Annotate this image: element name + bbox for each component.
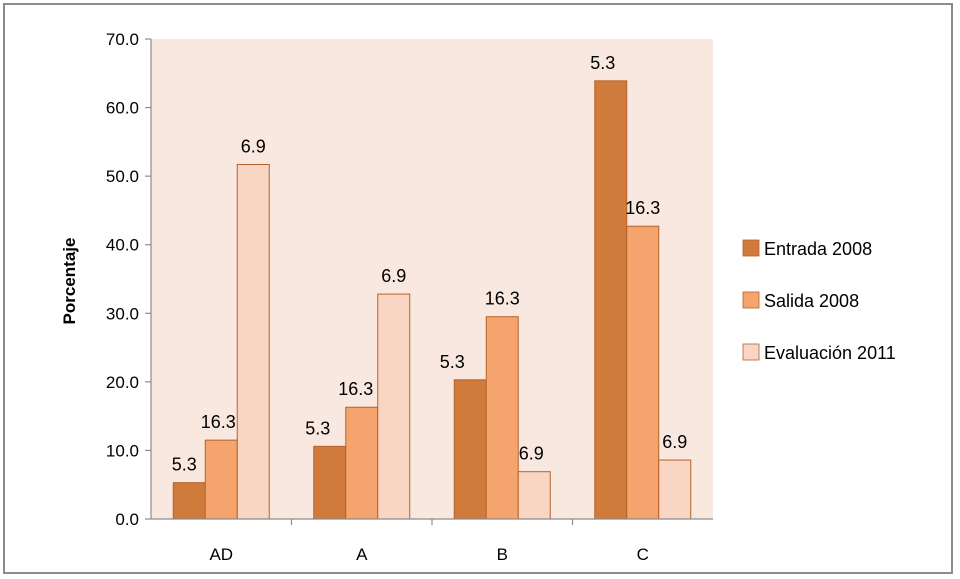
bar-ad-series-2 (204, 439, 238, 520)
x-tick-label: AD (209, 545, 233, 564)
tick-labels-group: 0.0 10.0 20.0 30.0 40.0 50.0 60.0 70.0 AD A B C (106, 30, 649, 564)
bar-ad-series-3 (236, 163, 270, 520)
y-axis-label: Porcentaje (60, 238, 79, 325)
legend-swatch (742, 239, 760, 257)
bar-b-series-2 (485, 316, 519, 520)
y-tick-label: 60.0 (106, 99, 139, 118)
data-label: 6.9 (662, 432, 687, 452)
bar-chart: 0.0 10.0 20.0 30.0 40.0 50.0 60.0 70.0 AD A B C 5.3… (60, 30, 896, 564)
data-label: 5.3 (305, 418, 330, 438)
bar-c-series-1 (594, 80, 628, 520)
legend-swatch (742, 343, 760, 361)
bar-ad-series-1 (172, 482, 206, 520)
y-tick-label: 30.0 (106, 304, 139, 323)
y-tick-label: 0.0 (115, 510, 139, 529)
data-label: 5.3 (590, 53, 615, 73)
y-tick-label: 20.0 (106, 373, 139, 392)
bar-a-series-1 (313, 445, 347, 520)
data-label: 16.3 (338, 379, 373, 399)
y-tick-label: 40.0 (106, 236, 139, 255)
bar-a-series-3 (377, 293, 411, 520)
data-label: 5.3 (440, 352, 465, 372)
data-label: 5.3 (172, 455, 197, 475)
data-labels-group: 5.3 16.3 6.9 5.3 16.3 6.9 5.3 16.3 6.9 5.3 16.3 6.9 (172, 53, 688, 475)
data-label: 6.9 (241, 136, 266, 156)
data-label: 6.9 (519, 444, 544, 464)
bar-c-series-2 (626, 225, 660, 520)
y-tick-label: 10.0 (106, 441, 139, 460)
y-tick-label: 70.0 (106, 30, 139, 49)
data-label: 16.3 (485, 289, 520, 309)
bars-group (172, 80, 692, 520)
axes-group (145, 38, 713, 525)
legend-label: Salida 2008 (764, 291, 859, 311)
x-tick-label: A (356, 545, 368, 564)
x-tick-label: C (637, 545, 649, 564)
legend-swatch (742, 291, 760, 309)
legend-label: Entrada 2008 (764, 239, 872, 259)
chart-frame: 0.0 10.0 20.0 30.0 40.0 50.0 60.0 70.0 AD A B C 5.3… (3, 3, 953, 574)
data-label: 16.3 (625, 198, 660, 218)
bar-b-series-1 (453, 379, 487, 520)
legend-label: Evaluación 2011 (764, 343, 896, 363)
legend: Entrada 2008 Salida 2008 Evaluación 2011 (742, 239, 896, 363)
bar-b-series-3 (517, 471, 551, 520)
data-label: 16.3 (201, 412, 236, 432)
x-tick-label: B (497, 545, 508, 564)
y-tick-label: 50.0 (106, 167, 139, 186)
bar-a-series-2 (345, 406, 379, 520)
bar-c-series-3 (658, 459, 692, 520)
data-label: 6.9 (381, 266, 406, 286)
